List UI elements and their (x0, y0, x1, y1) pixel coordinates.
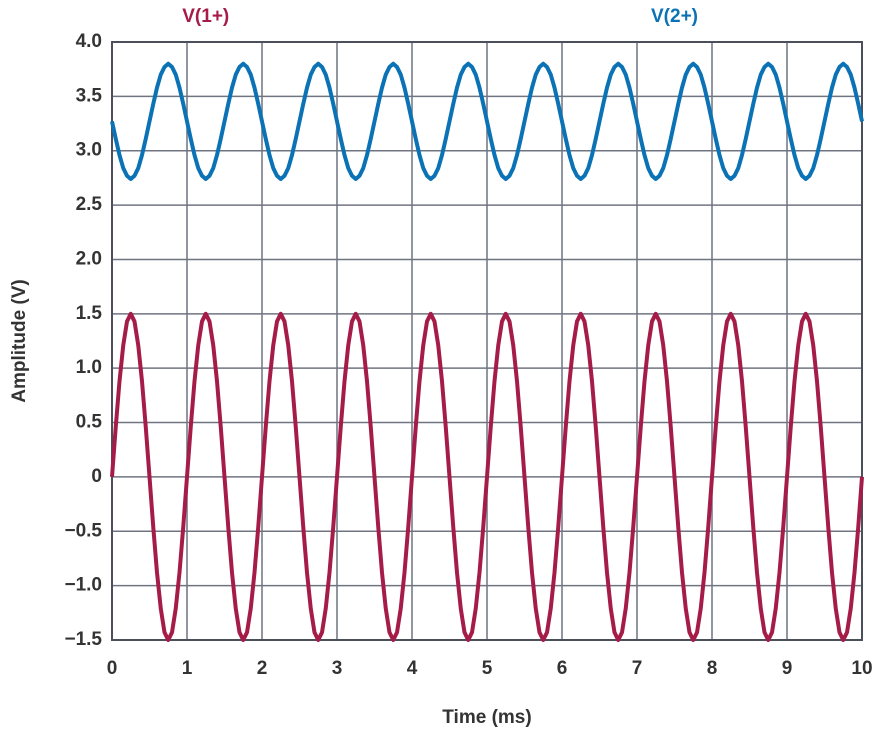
legend-label: V(1+) (182, 6, 229, 27)
x-tick-label: 4 (407, 658, 418, 679)
x-tick-label: 5 (482, 658, 493, 679)
y-tick-label: 4.0 (76, 31, 102, 52)
x-tick-label: 3 (332, 658, 343, 679)
x-axis-title: Time (ms) (442, 707, 531, 728)
y-tick-label: 0.5 (76, 412, 103, 433)
y-tick-label: −1.5 (64, 629, 102, 650)
y-axis-title: Amplitude (V) (9, 279, 30, 403)
plot-frame (111, 41, 863, 641)
y-tick-label: 1.5 (76, 303, 103, 324)
y-tick-label: 3.5 (76, 85, 103, 106)
x-tick-label: 9 (782, 658, 793, 679)
y-tick-label: 2.0 (76, 248, 102, 269)
x-tick-label: 7 (632, 658, 643, 679)
y-tick-label: 1.0 (76, 357, 102, 378)
x-tick-label: 6 (557, 658, 568, 679)
x-tick-label: 10 (851, 658, 872, 679)
y-tick-label: 2.5 (76, 194, 103, 215)
x-tick-label: 8 (707, 658, 718, 679)
series-line (110, 311, 864, 642)
y-tick-label: −0.5 (64, 520, 102, 541)
legend-label: V(2+) (651, 6, 698, 27)
y-tick-label: −1.0 (64, 575, 102, 596)
x-tick-label: 0 (107, 658, 118, 679)
series-line (110, 61, 864, 181)
y-tick-label: 3.0 (76, 140, 102, 161)
x-tick-label: 2 (257, 658, 268, 679)
x-tick-label: 1 (182, 658, 193, 679)
y-tick-label: 0 (91, 466, 102, 487)
